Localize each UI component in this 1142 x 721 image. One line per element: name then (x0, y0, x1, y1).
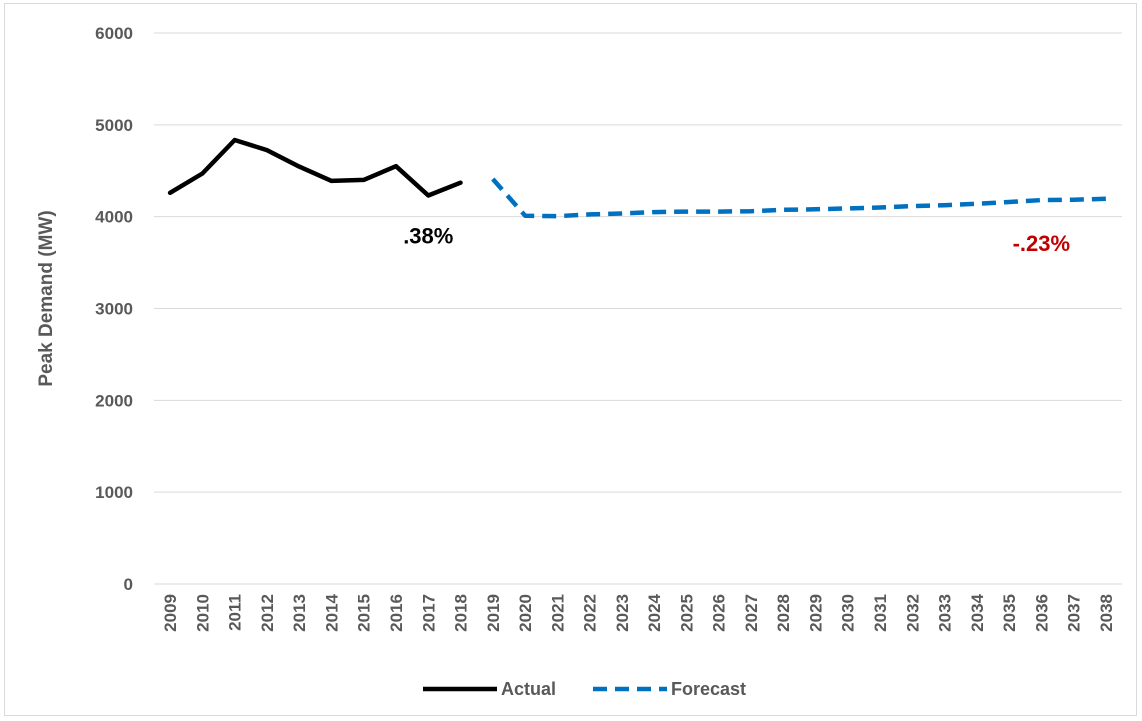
x-tick-label: 2025 (677, 594, 696, 632)
x-tick-label: 2031 (871, 594, 890, 632)
grid-layer (154, 32, 1122, 585)
x-tick-label: 2026 (710, 594, 729, 632)
y-tick-label: 2000 (95, 391, 133, 410)
series-line-actual (167, 137, 463, 198)
chart-frame: 0 1000 2000 3000 4000 5000 6000 2009 2010 2011 20… (4, 3, 1137, 716)
x-tick-label: 2033 (936, 594, 955, 632)
legend: Actual Forecast (423, 679, 746, 699)
x-tick-label: 2011 (226, 594, 245, 631)
series-layer (167, 137, 1106, 219)
y-tick-label: 3000 (95, 300, 133, 319)
x-tick-label: 2034 (968, 593, 987, 631)
x-tick-label: 2018 (452, 594, 471, 632)
x-tick-label: 2038 (1097, 594, 1116, 632)
legend-label-actual: Actual (501, 679, 556, 699)
x-tick-label: 2014 (322, 593, 341, 631)
x-tick-label: 2016 (387, 594, 406, 632)
x-tick-label: 2032 (903, 594, 922, 632)
x-tick-label: 2030 (839, 594, 858, 632)
x-tick-label: 2021 (548, 594, 567, 632)
x-tick-label: 2017 (419, 594, 438, 632)
x-tick-label: 2023 (613, 594, 632, 632)
x-tick-label: 2013 (290, 594, 309, 632)
x-tick-label: 2029 (806, 594, 825, 632)
x-tick-label: 2036 (1032, 594, 1051, 632)
y-tick-label: 0 (124, 575, 133, 594)
x-tick-label: 2027 (742, 594, 761, 632)
y-tick-label: 1000 (95, 483, 133, 502)
x-tick-label: 2012 (258, 594, 277, 632)
x-tick-label: 2028 (774, 594, 793, 632)
y-tick-label: 6000 (95, 24, 133, 43)
legend-label-forecast: Forecast (671, 679, 746, 699)
x-tick-label: 2037 (1065, 594, 1084, 632)
x-axis-ticks: 2009 2010 2011 2012 2013 2014 2015 2016 2017 2018… (161, 593, 1116, 631)
growth-rate-annotation: .38% (403, 224, 453, 249)
growth-rate-annotation: -.23% (1013, 231, 1070, 256)
x-tick-label: 2009 (161, 594, 180, 632)
y-axis-ticks: 0 1000 2000 3000 4000 5000 6000 (95, 24, 133, 594)
y-tick-label: 5000 (95, 116, 133, 135)
series-line-forecast (491, 177, 1106, 219)
x-tick-label: 2022 (581, 594, 600, 632)
x-tick-label: 2019 (484, 594, 503, 632)
annotation-layer: .38% -.23% (403, 224, 1070, 256)
x-tick-label: 2010 (193, 594, 212, 632)
x-tick-label: 2015 (355, 594, 374, 632)
y-tick-label: 4000 (95, 208, 133, 227)
x-tick-label: 2024 (645, 593, 664, 631)
x-tick-label: 2020 (516, 594, 535, 632)
y-axis-title: Peak Demand (MW) (36, 210, 57, 386)
x-tick-label: 2035 (1000, 594, 1019, 632)
